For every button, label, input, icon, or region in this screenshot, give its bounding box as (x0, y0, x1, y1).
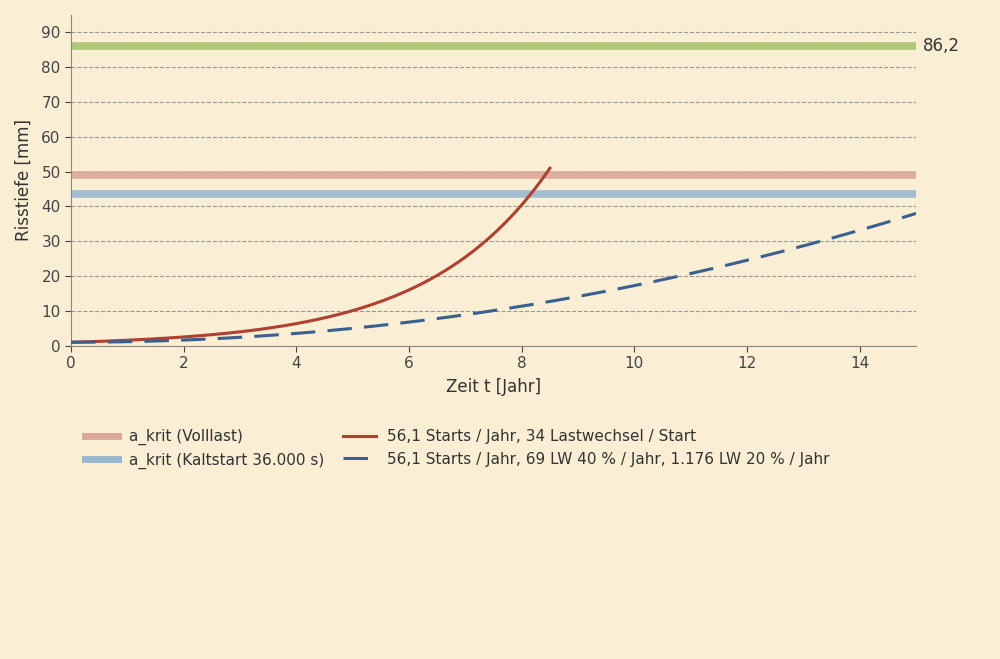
Legend: a_krit (Volllast), a_krit (Kaltstart 36.000 s), 56,1 Starts / Jahr, 34 Lastwechs: a_krit (Volllast), a_krit (Kaltstart 36.… (79, 423, 836, 475)
Y-axis label: Risstiefe [mm]: Risstiefe [mm] (15, 119, 33, 241)
X-axis label: Zeit t [Jahr]: Zeit t [Jahr] (446, 378, 541, 396)
Text: 86,2: 86,2 (923, 37, 960, 55)
